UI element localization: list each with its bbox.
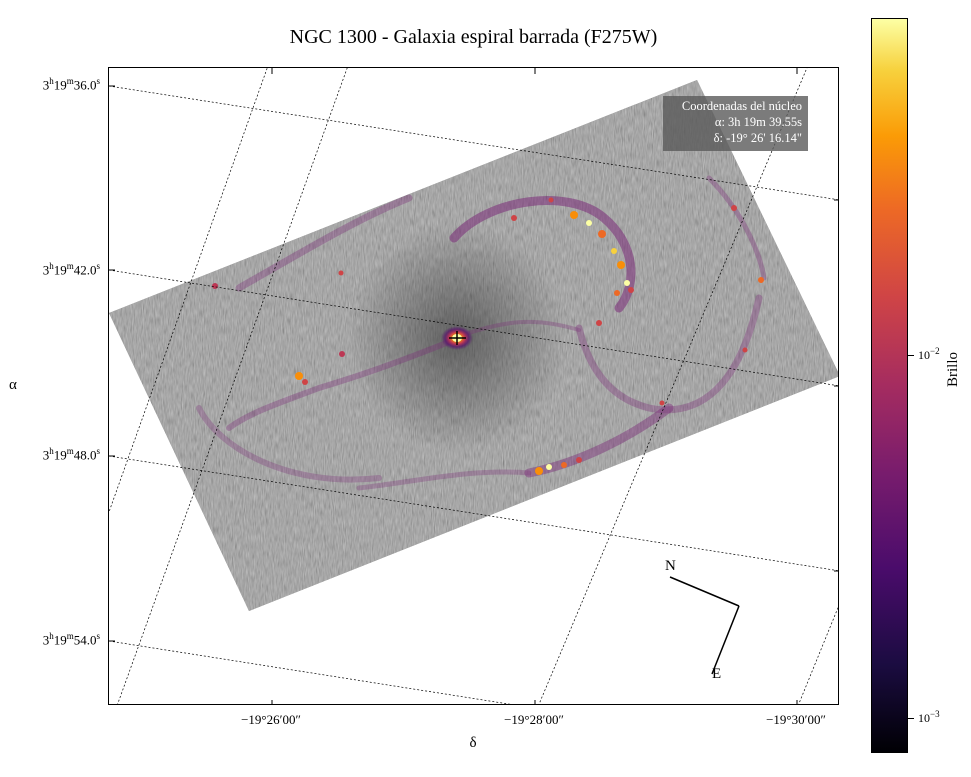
colorbar-tick-label: 10−3: [918, 709, 940, 725]
plot-title: NGC 1300 - Galaxia espiral barrada (F275…: [289, 26, 658, 48]
x-tick-label: −19°26′00″: [241, 712, 301, 727]
nucleus-coordinates-box: Coordenadas del núcleo α: 3h 19m 39.55s …: [663, 96, 808, 151]
x-axis-title: δ: [469, 735, 477, 751]
compass: [669, 576, 740, 675]
y-tick-label: 3h19m48.0s: [42, 446, 100, 463]
galaxy-image: [109, 68, 838, 704]
y-tick-label: 3h19m42.0s: [42, 261, 100, 278]
image-axes[interactable]: [108, 67, 839, 705]
compass-east-label: E: [712, 666, 722, 682]
spiral-arms: [196, 175, 767, 491]
colorbar-tick: [908, 718, 914, 719]
x-tick-label: −19°28′00″: [504, 712, 564, 727]
star-forming-knots: [212, 197, 764, 475]
axis-ticks: [109, 68, 838, 704]
coordinate-grid: [109, 68, 838, 704]
y-tick-label: 3h19m36.0s: [42, 76, 100, 93]
image-footprint: [109, 80, 838, 611]
colorbar-tick: [908, 355, 914, 356]
y-tick-label: 3h19m54.0s: [42, 631, 100, 648]
colorbar-title: Brillo: [945, 351, 961, 387]
info-box-ra: α: 3h 19m 39.55s: [714, 115, 802, 129]
info-box-dec: δ: -19° 26' 16.14": [713, 131, 802, 145]
colorbar-tick-label: 10−2: [918, 346, 940, 362]
y-axis-title: α: [9, 377, 17, 393]
colorbar: [871, 18, 908, 753]
info-box-title: Coordenadas del núcleo: [681, 99, 802, 113]
x-tick-label: −19°30′00″: [766, 712, 826, 727]
compass-north-label: N: [665, 558, 676, 574]
